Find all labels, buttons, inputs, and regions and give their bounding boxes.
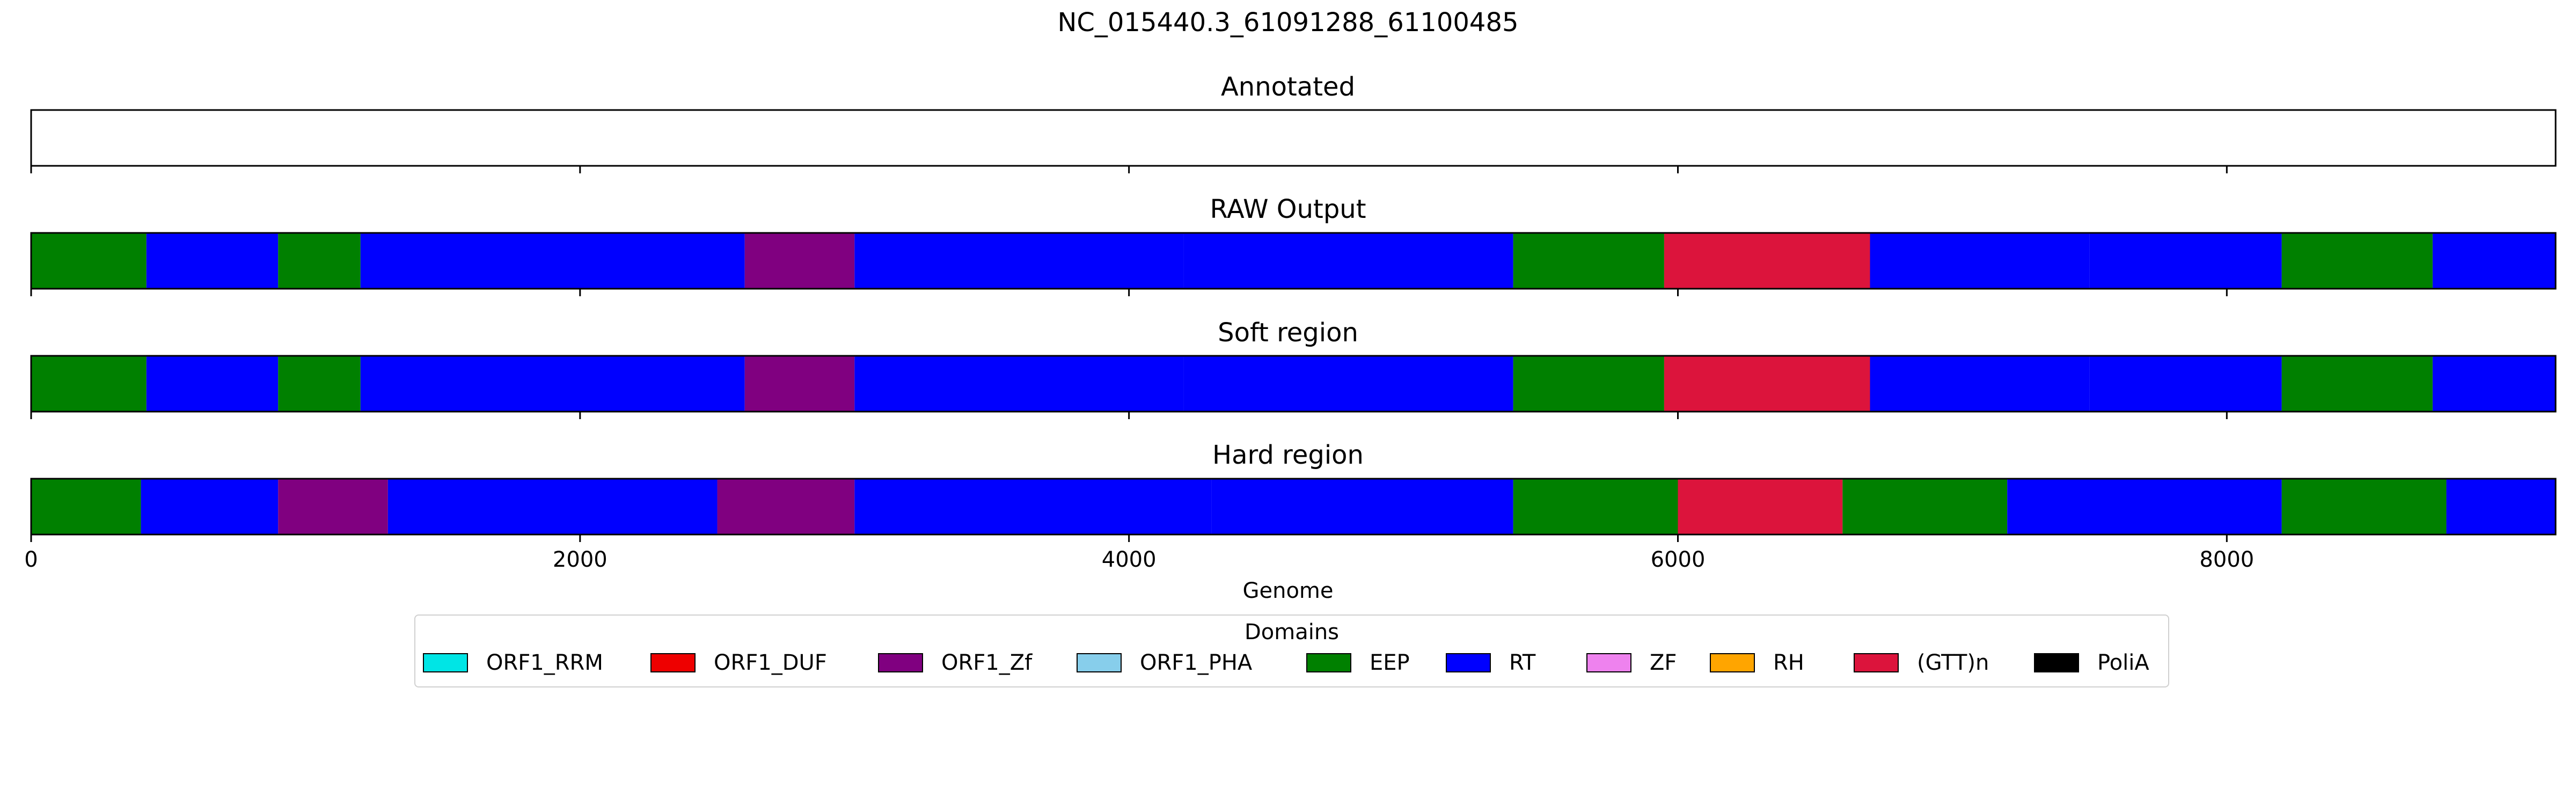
legend-item: RH — [1710, 650, 1804, 676]
legend-swatch — [650, 653, 696, 672]
domain-segment — [146, 356, 279, 412]
legend-label: ZF — [1650, 650, 1677, 675]
legend-swatch — [1077, 653, 1122, 672]
legend-swatch — [423, 653, 468, 672]
x-tick-label: 2000 — [553, 547, 608, 572]
domain-segment — [1183, 233, 1513, 289]
panel-3 — [30, 478, 2557, 542]
domain-segment — [2089, 233, 2282, 289]
domain-segment — [1664, 233, 1870, 289]
legend-item: ORF1_DUF — [650, 650, 827, 676]
x-tick-label: 8000 — [2199, 547, 2254, 572]
domain-segment — [278, 479, 388, 535]
legend-swatch — [878, 653, 923, 672]
domain-segment — [278, 356, 361, 412]
legend-label: RT — [1509, 650, 1536, 675]
legend-label: ORF1_PHA — [1140, 650, 1253, 675]
legend-swatch — [1854, 653, 1899, 672]
legend-title: Domains — [1244, 620, 1340, 645]
domain-segment — [1513, 356, 1664, 412]
x-tick-label: 4000 — [1102, 547, 1157, 572]
domain-segment — [1513, 233, 1664, 289]
panel-frame — [30, 109, 2557, 167]
legend-item: ORF1_RRM — [423, 650, 603, 676]
panel-title-annotated: Annotated — [1220, 72, 1356, 102]
legend-swatch — [1586, 653, 1631, 672]
domain-segment — [2281, 479, 2447, 535]
domain-segment — [1664, 356, 1870, 412]
domain-segment — [2432, 356, 2556, 412]
plot-area: 0 2000 4000 6000 8000 — [24, 109, 2557, 572]
legend: Domains ORF1_RRM ORF1_DUF ORF1_Zf ORF1_PHA E… — [414, 614, 2169, 687]
domain-segment — [854, 233, 1184, 289]
domain-segment — [1211, 479, 1513, 535]
domain-segment — [141, 479, 279, 535]
domain-segment — [278, 233, 361, 289]
figure-title: NC_015440.3_61091288_61100485 — [1057, 8, 1519, 38]
domain-segment — [360, 233, 745, 289]
legend-label: PoliA — [2097, 650, 2149, 675]
domain-segment — [2432, 233, 2556, 289]
legend-swatch — [1306, 653, 1351, 672]
domain-segment — [1678, 479, 1843, 535]
panel-1 — [30, 232, 2557, 296]
panel-0 — [30, 109, 2557, 173]
domain-segment — [1870, 356, 2090, 412]
legend-item: EEP — [1306, 650, 1410, 676]
legend-swatch — [2034, 653, 2079, 672]
legend-label: ORF1_RRM — [486, 650, 603, 675]
domain-segment — [744, 356, 855, 412]
panel-title-raw-output: RAW Output — [1210, 194, 1366, 224]
domain-segment — [717, 479, 855, 535]
x-axis-label: Genome — [1242, 579, 1334, 603]
domain-segment — [2281, 356, 2433, 412]
legend-label: ORF1_DUF — [714, 650, 827, 675]
domain-segment — [744, 233, 855, 289]
domain-segment — [1183, 356, 1513, 412]
x-tick-label: 6000 — [1651, 547, 1706, 572]
domain-segment — [2089, 356, 2282, 412]
domain-segment — [146, 233, 279, 289]
legend-label: ORF1_Zf — [941, 650, 1033, 675]
domain-segment — [2446, 479, 2556, 535]
legend-item: PoliA — [2034, 650, 2149, 676]
legend-label: (GTT)n — [1917, 650, 1989, 675]
domain-segment — [854, 356, 1184, 412]
domain-segment — [2281, 233, 2433, 289]
domain-segment — [360, 356, 745, 412]
legend-label: RH — [1773, 650, 1804, 675]
panel-frame — [30, 355, 2557, 413]
panel-title-soft-region: Soft region — [1218, 318, 1358, 348]
legend-swatch — [1446, 653, 1491, 672]
panel-frame — [30, 478, 2557, 536]
legend-swatch — [1710, 653, 1755, 672]
panel-2 — [30, 355, 2557, 419]
domain-segment — [1842, 479, 2008, 535]
domain-segment — [1870, 233, 2090, 289]
legend-item: ORF1_Zf — [878, 650, 1032, 676]
domain-segment — [31, 479, 141, 535]
domain-segment — [31, 233, 147, 289]
legend-item: ZF — [1586, 650, 1677, 676]
legend-item: RT — [1446, 650, 1535, 676]
domain-segment — [387, 479, 718, 535]
legend-label: EEP — [1370, 650, 1410, 675]
domain-segment — [854, 479, 1212, 535]
legend-item: ORF1_PHA — [1077, 650, 1252, 676]
domain-segment — [2007, 479, 2282, 535]
domain-segment — [1513, 479, 1678, 535]
legend-item: (GTT)n — [1854, 650, 1989, 676]
panel-frame — [30, 232, 2557, 290]
panel-title-hard-region: Hard region — [1212, 440, 1364, 470]
domain-segment — [31, 356, 147, 412]
x-tick-label: 0 — [24, 547, 38, 572]
